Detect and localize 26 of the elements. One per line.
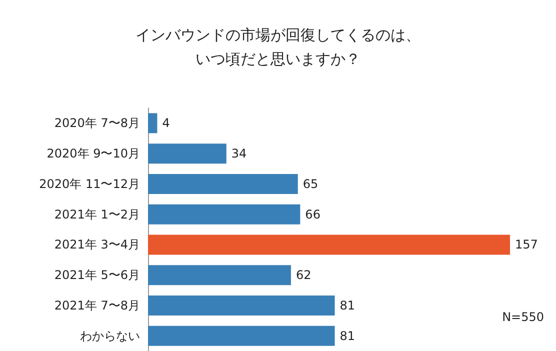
bar (148, 174, 298, 194)
data-label: 81 (340, 328, 356, 343)
data-label: 4 (162, 116, 170, 130)
data-label: 157 (515, 238, 538, 252)
y-tick-label: 2020年 11〜12月 (39, 176, 140, 191)
data-label: 65 (302, 176, 318, 191)
y-tick-label: 2021年 5〜6月 (54, 268, 140, 282)
y-tick-label: 2021年 7〜8月 (54, 298, 140, 312)
bar (148, 295, 335, 316)
bar (148, 234, 510, 255)
y-tick-label: 2020年 7〜8月 (54, 116, 140, 130)
bar (148, 144, 226, 164)
bar (148, 326, 335, 346)
bar (148, 204, 300, 224)
y-tick-label: 2020年 9〜10月 (46, 146, 140, 161)
y-tick-label: わからない (80, 328, 140, 343)
data-label: 34 (231, 146, 247, 161)
data-label: 81 (340, 298, 356, 312)
data-label: 62 (296, 268, 312, 282)
y-tick-label: 2021年 3〜4月 (54, 238, 140, 252)
y-tick-label: 2021年 1〜2月 (54, 207, 140, 222)
bar (148, 265, 291, 286)
bar (148, 113, 158, 134)
annotation: N=550 (502, 310, 544, 324)
data-label: 66 (305, 207, 320, 222)
chart-title: インバウンドの市場が回復してくるのは、いつ頃だと思いますか？ (136, 26, 420, 68)
